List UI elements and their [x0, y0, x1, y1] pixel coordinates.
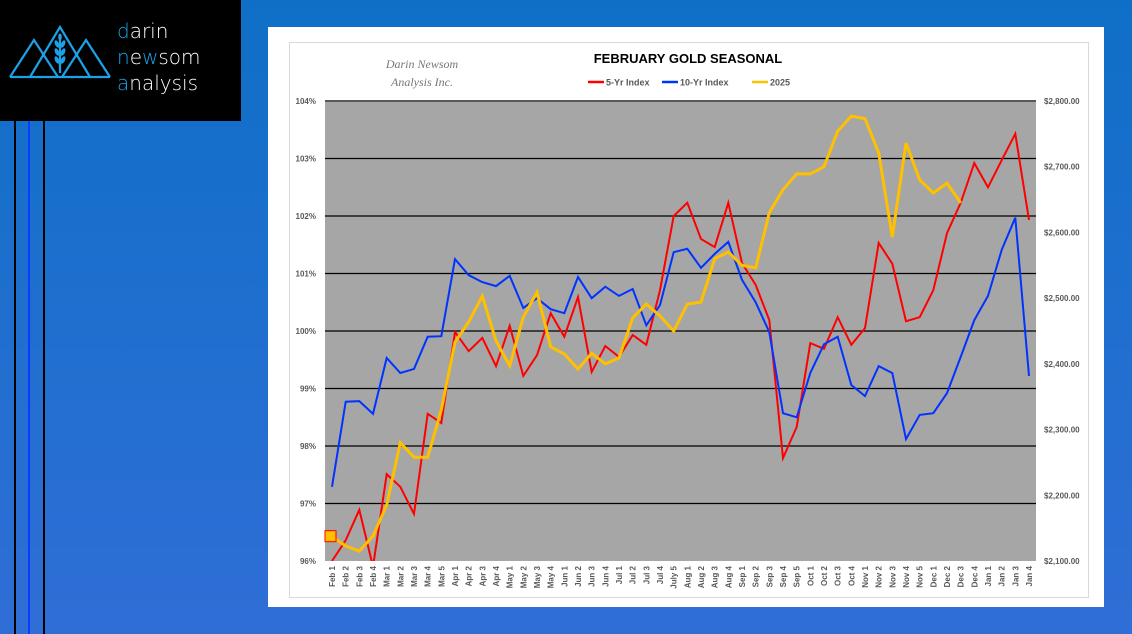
x-tick-label: Apr 3	[478, 565, 487, 586]
logo-line-analysis: analysis	[117, 71, 198, 95]
x-tick-label: Jan 4	[1025, 565, 1034, 586]
chart-watermark-line-2: Analysis Inc.	[390, 75, 453, 89]
decor-stripe-black-2	[43, 121, 45, 634]
y-left-tick-label: 104%	[296, 97, 316, 106]
x-tick-label: Jun 4	[601, 565, 610, 586]
y-left-tick-label: 98%	[300, 442, 316, 451]
x-tick-label: Dec 4	[970, 565, 979, 587]
x-tick-label: Sep 1	[738, 565, 747, 587]
x-tick-label: July 5	[670, 565, 679, 588]
mountain-wheat-logo-icon	[9, 24, 111, 79]
x-tick-label: Aug 4	[724, 565, 733, 588]
chart-legend: 5-Yr Index 10-Yr Index 2025	[588, 78, 790, 88]
y-left-tick-label: 100%	[296, 327, 316, 336]
x-tick-label: Jun 3	[588, 565, 597, 586]
y-right-tick-label: $2,100.00	[1044, 557, 1080, 566]
x-tick-label: Mar 5	[437, 565, 446, 586]
x-tick-label: Mar 1	[383, 565, 392, 586]
x-tick-label: Aug 2	[697, 565, 706, 588]
x-tick-label: Nov 1	[861, 565, 870, 587]
logo-line-darin: darin	[117, 19, 169, 43]
x-tick-label: Jul 1	[615, 565, 624, 584]
logo-wordmark: darin newsom analysis	[117, 18, 201, 96]
x-tick-label: Dec 3	[957, 565, 966, 587]
y-right-tick-label: $2,400.00	[1044, 360, 1080, 369]
y-right-tick-label: $2,800.00	[1044, 97, 1080, 106]
x-tick-label: Jun 1	[560, 565, 569, 586]
x-tick-label: May 2	[519, 565, 528, 588]
x-tick-label: Nov 2	[875, 565, 884, 587]
x-tick-label: Feb 1	[328, 565, 337, 586]
decor-stripe-blue	[28, 121, 30, 634]
series-line-2025	[331, 114, 962, 553]
chart-title: FEBRUARY GOLD SEASONAL	[594, 51, 783, 66]
x-tick-label: Feb 4	[369, 565, 378, 586]
y-right-tick-label: $2,300.00	[1044, 426, 1080, 435]
x-tick-label: Mar 4	[424, 565, 433, 586]
x-tick-label: Jan 1	[984, 565, 993, 586]
y-left-tick-label: 103%	[296, 155, 316, 164]
x-tick-label: Jul 2	[629, 565, 638, 584]
x-tick-label: Feb 2	[342, 565, 351, 586]
x-tick-label: Jul 3	[642, 565, 651, 584]
x-tick-label: Aug 1	[683, 565, 692, 588]
chart-watermark-line-1: Darin Newsom	[385, 57, 459, 71]
y-left-tick-label: 102%	[296, 212, 316, 221]
x-tick-label: Oct 1	[806, 565, 815, 586]
x-tick-label: Oct 4	[847, 565, 856, 586]
y-left-tick-label: 99%	[300, 385, 316, 394]
x-tick-label: Sep 5	[793, 565, 802, 587]
y-left-tick-label: 97%	[300, 500, 316, 509]
y-right-tick-label: $2,200.00	[1044, 491, 1080, 500]
logo-banner: darin newsom analysis	[0, 0, 241, 121]
x-tick-label: Mar 2	[396, 565, 405, 586]
x-tick-label: Oct 3	[834, 565, 843, 586]
series-line-10-yr-index	[331, 217, 1030, 487]
x-tick-label: Apr 1	[451, 565, 460, 586]
x-tick-label: Oct 2	[820, 565, 829, 586]
logo-line-newsom: newsom	[117, 45, 201, 69]
x-tick-label: Jan 2	[998, 565, 1007, 586]
x-tick-label: Aug 3	[711, 565, 720, 588]
x-tick-label: Nov 5	[916, 565, 925, 587]
x-tick-label: Apr 4	[492, 565, 501, 586]
x-tick-label: Dec 2	[943, 565, 952, 587]
y-right-tick-label: $2,600.00	[1044, 228, 1080, 237]
series-start-marker	[324, 530, 337, 543]
y-right-tick-label: $2,500.00	[1044, 294, 1080, 303]
x-tick-label: Jul 4	[656, 565, 665, 584]
x-tick-label: Jun 2	[574, 565, 583, 586]
x-tick-label: Apr 2	[465, 565, 474, 586]
x-tick-label: May 1	[506, 565, 515, 588]
x-tick-label: Dec 1	[929, 565, 938, 587]
decor-stripe-black-1	[14, 121, 16, 634]
x-tick-label: May 3	[533, 565, 542, 588]
legend-label: 5-Yr Index	[606, 78, 650, 88]
x-tick-label: Jan 3	[1011, 565, 1020, 586]
x-tick-label: Sep 3	[765, 565, 774, 587]
y-right-tick-label: $2,700.00	[1044, 163, 1080, 172]
x-tick-label: Nov 4	[902, 565, 911, 587]
x-tick-label: Sep 2	[752, 565, 761, 587]
y-left-tick-label: 101%	[296, 270, 316, 279]
legend-label: 2025	[770, 78, 790, 88]
legend-label: 10-Yr Index	[680, 78, 729, 88]
x-tick-label: Sep 4	[779, 565, 788, 587]
x-tick-label: Feb 3	[355, 565, 364, 586]
x-tick-label: Mar 3	[410, 565, 419, 586]
y-left-tick-label: 96%	[300, 557, 316, 566]
x-tick-label: Nov 3	[888, 565, 897, 587]
x-tick-label: May 4	[547, 565, 556, 588]
